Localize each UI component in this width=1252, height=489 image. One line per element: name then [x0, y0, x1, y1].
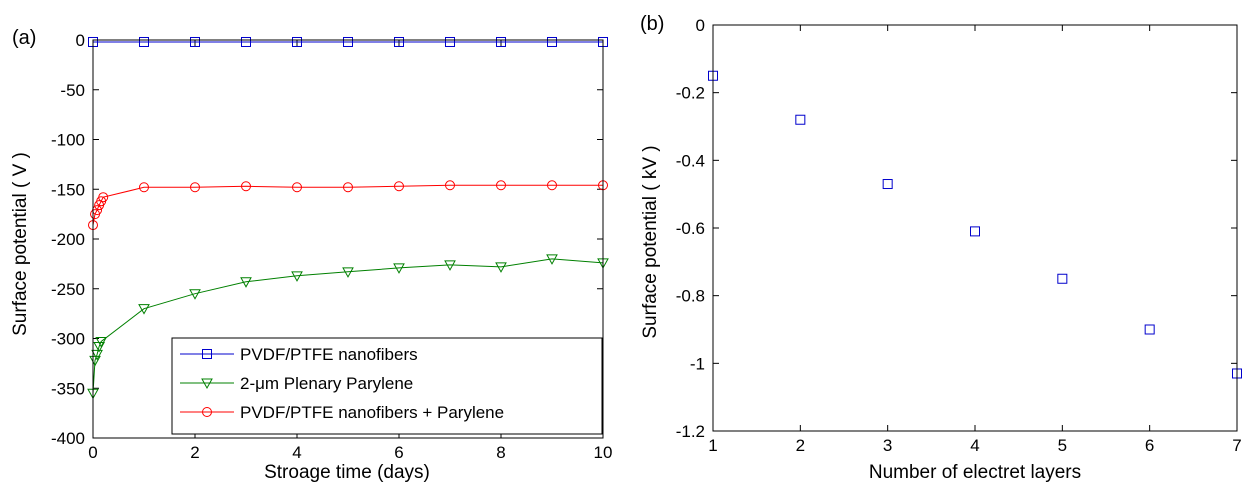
panel-a-label: (a): [12, 27, 36, 49]
data-point: [546, 254, 558, 265]
ytick-label: -1: [690, 354, 705, 373]
xtick-label: 6: [1145, 436, 1154, 455]
panel-b-ticks: 1 2 3 4 5 6 7 0 -0.2 -0.4 -0.6 -0.8 -1 -1.2: [676, 16, 1242, 455]
ytick-label: -150: [51, 180, 85, 199]
panel-b-series: [708, 70, 1242, 379]
panel-a-ylabel: Surface potential ( V ): [10, 152, 31, 336]
data-point: [547, 180, 557, 191]
data-point: [970, 226, 980, 237]
legend-marker: [202, 349, 212, 359]
data-point: [190, 36, 200, 47]
xtick-label: 8: [496, 443, 505, 462]
data-point: [292, 182, 302, 193]
series-line: [92, 258, 604, 394]
panel-b: (b) Surface potential ( kV ) Number of e…: [640, 13, 1242, 483]
ytick-label: -0.4: [676, 151, 705, 170]
data-point: [91, 349, 103, 361]
series-line: [92, 184, 603, 226]
panel-b-ylabel: Surface potential ( kV ): [640, 145, 661, 338]
data-point: [1144, 324, 1155, 335]
legend-entry: 2-μm Plenary Parylene: [240, 374, 413, 393]
data-point: [1057, 273, 1068, 284]
data-point: [445, 180, 455, 191]
ytick-label: -200: [51, 230, 85, 249]
ytick-label: -1.2: [676, 422, 705, 441]
ytick-label: -350: [51, 379, 85, 398]
ytick-label: -250: [51, 280, 85, 299]
xtick-label: 5: [1058, 436, 1067, 455]
legend-marker: [202, 407, 212, 417]
data-point: [882, 179, 893, 190]
xtick-label: 4: [970, 436, 979, 455]
panel-a-ticks: 0 2 4 6 8 10 0 -50 -100 -150 -200 -250 -300 -350 -400: [51, 31, 612, 462]
xtick-label: 4: [292, 443, 301, 462]
legend-entry: PVDF/PTFE nanofibers + Parylene: [240, 403, 504, 422]
data-point: [343, 182, 353, 193]
ytick-label: -0.6: [676, 219, 705, 238]
panel-b-label: (b): [640, 13, 664, 35]
data-point: [189, 289, 201, 300]
ytick-label: -400: [51, 429, 85, 448]
ytick-label: -0.8: [676, 287, 705, 306]
xtick-label: 3: [883, 436, 892, 455]
panel-b-plot-frame: [712, 24, 1238, 432]
data-point: [240, 277, 252, 288]
data-point: [342, 267, 354, 278]
data-point: [394, 181, 404, 192]
data-point: [139, 36, 149, 47]
panel-a-legend: PVDF/PTFE nanofibers 2-μm Plenary Parylen…: [171, 337, 603, 435]
ytick-label: -300: [51, 330, 85, 349]
data-point: [190, 182, 200, 193]
xtick-label: 0: [88, 443, 97, 462]
data-point: [495, 262, 507, 273]
data-point: [98, 192, 109, 203]
data-point: [241, 181, 251, 192]
panel-b-xlabel: Number of electret layers: [869, 462, 1081, 483]
ytick-label: 0: [76, 31, 85, 50]
legend-marker: [201, 378, 213, 390]
data-point: [496, 180, 506, 191]
panel-a-series: [87, 36, 609, 400]
panel-a-plot-frame: [92, 39, 604, 439]
data-point: [95, 336, 108, 348]
data-point: [241, 36, 251, 47]
ytick-label: 0: [696, 16, 705, 35]
data-point: [291, 271, 303, 282]
panel-a-xlabel: Stroage time (days): [264, 462, 430, 483]
ytick-label: -0.2: [676, 84, 705, 103]
data-point: [139, 182, 149, 193]
data-point: [444, 260, 456, 271]
legend-box: [171, 337, 603, 435]
xtick-label: 2: [190, 443, 199, 462]
xtick-label: 7: [1232, 436, 1241, 455]
ytick-label: -50: [60, 81, 85, 100]
legend-entry: PVDF/PTFE nanofibers: [240, 345, 418, 364]
data-point: [292, 36, 302, 47]
data-point: [547, 36, 557, 47]
xtick-label: 2: [796, 436, 805, 455]
panel-a: (a) Surface potential ( V ) Stroage time…: [10, 27, 612, 483]
data-point: [394, 36, 404, 47]
xtick-label: 6: [394, 443, 403, 462]
data-point: [795, 114, 806, 125]
xtick-label: 1: [708, 436, 717, 455]
xtick-label: 10: [594, 443, 613, 462]
data-point: [138, 304, 150, 315]
ytick-label: -100: [51, 131, 85, 150]
data-point: [496, 36, 506, 47]
data-point: [343, 36, 353, 47]
data-point: [445, 36, 455, 47]
data-point: [393, 263, 405, 274]
